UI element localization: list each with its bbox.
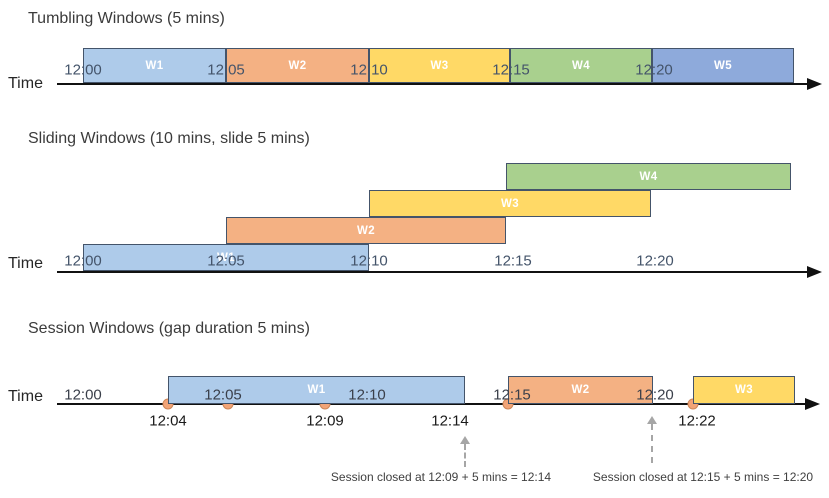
time-axis-label-sliding: Time <box>8 255 43 272</box>
window-label: W5 <box>713 59 733 72</box>
session-close-annotation-1: Session closed at 12:09 + 5 mins = 12:14 <box>330 470 552 484</box>
tick-label: 12:15 <box>493 386 531 404</box>
window-label: W3 <box>500 197 520 210</box>
window-box-w2: W2 <box>226 48 369 83</box>
window-box-w4: W4 <box>506 163 791 190</box>
time-axis-sliding <box>57 266 822 278</box>
window-label: W3 <box>430 59 449 72</box>
window-box-w3: W3 <box>369 190 651 217</box>
window-box-w3: W3 <box>369 48 510 83</box>
window-box-w1: W1 <box>83 48 226 83</box>
window-label: W3 <box>734 384 754 396</box>
tick-label: 12:10 <box>348 386 386 404</box>
window-label: W4 <box>571 59 591 72</box>
tick-label: 12:00 <box>64 386 102 404</box>
tumbling-windows-title: Tumbling Windows (5 mins) <box>28 10 225 27</box>
event-time-label: 12:14 <box>431 412 469 430</box>
window-box-w4: W4 <box>510 48 652 83</box>
session-close-arrow-1 <box>460 436 470 467</box>
event-time-label: 12:22 <box>678 412 716 430</box>
tick-label: 12:15 <box>494 252 532 270</box>
tick-label: 12:15 <box>492 61 530 79</box>
tick-label: 12:00 <box>64 61 102 79</box>
tick-label: 12:20 <box>636 252 674 270</box>
tick-label: 12:20 <box>635 61 673 79</box>
axis-arrowhead-icon <box>807 266 822 278</box>
dashed-line <box>651 424 653 463</box>
tick-label: 12:10 <box>350 61 388 79</box>
session-windows-title: Session Windows (gap duration 5 mins) <box>28 320 310 337</box>
window-label: W2 <box>288 59 307 72</box>
window-label: W2 <box>571 384 590 396</box>
axis-arrowhead-icon <box>807 78 822 90</box>
window-label: W4 <box>639 170 658 183</box>
time-axis-session <box>57 398 820 410</box>
time-axis-label-session: Time <box>8 388 43 405</box>
session-close-arrow-2 <box>647 416 657 463</box>
event-time-label: 12:09 <box>306 412 344 430</box>
window-box-w2: W2 <box>226 217 506 244</box>
window-label: W1 <box>307 384 326 396</box>
window-box-w1: W1 <box>168 376 465 404</box>
up-arrowhead-icon <box>647 416 657 424</box>
window-box-w2: W2 <box>508 376 653 404</box>
sliding-windows-title: Sliding Windows (10 mins, slide 5 mins) <box>28 130 310 147</box>
tick-label: 12:05 <box>207 252 245 270</box>
session-close-annotation-2: Session closed at 12:15 + 5 mins = 12:20 <box>592 470 814 484</box>
tick-label: 12:10 <box>350 252 388 270</box>
time-axis-label-tumbling: Time <box>8 75 43 92</box>
window-label: W2 <box>356 224 376 237</box>
window-label: W1 <box>145 59 164 72</box>
tick-label: 12:20 <box>636 386 674 404</box>
event-time-label: 12:04 <box>149 412 187 430</box>
window-box-w1: W1 <box>83 244 369 271</box>
tick-label: 12:05 <box>207 61 245 79</box>
window-label: W1 <box>216 251 236 264</box>
window-box-w5: W5 <box>652 48 794 83</box>
time-axis-tumbling <box>57 78 822 90</box>
tick-label: 12:00 <box>64 252 102 270</box>
window-box-w3: W3 <box>693 376 795 404</box>
up-arrowhead-icon <box>460 436 470 444</box>
dashed-line <box>464 444 466 467</box>
tick-label: 12:05 <box>204 386 242 404</box>
axis-arrowhead-icon <box>805 398 820 410</box>
